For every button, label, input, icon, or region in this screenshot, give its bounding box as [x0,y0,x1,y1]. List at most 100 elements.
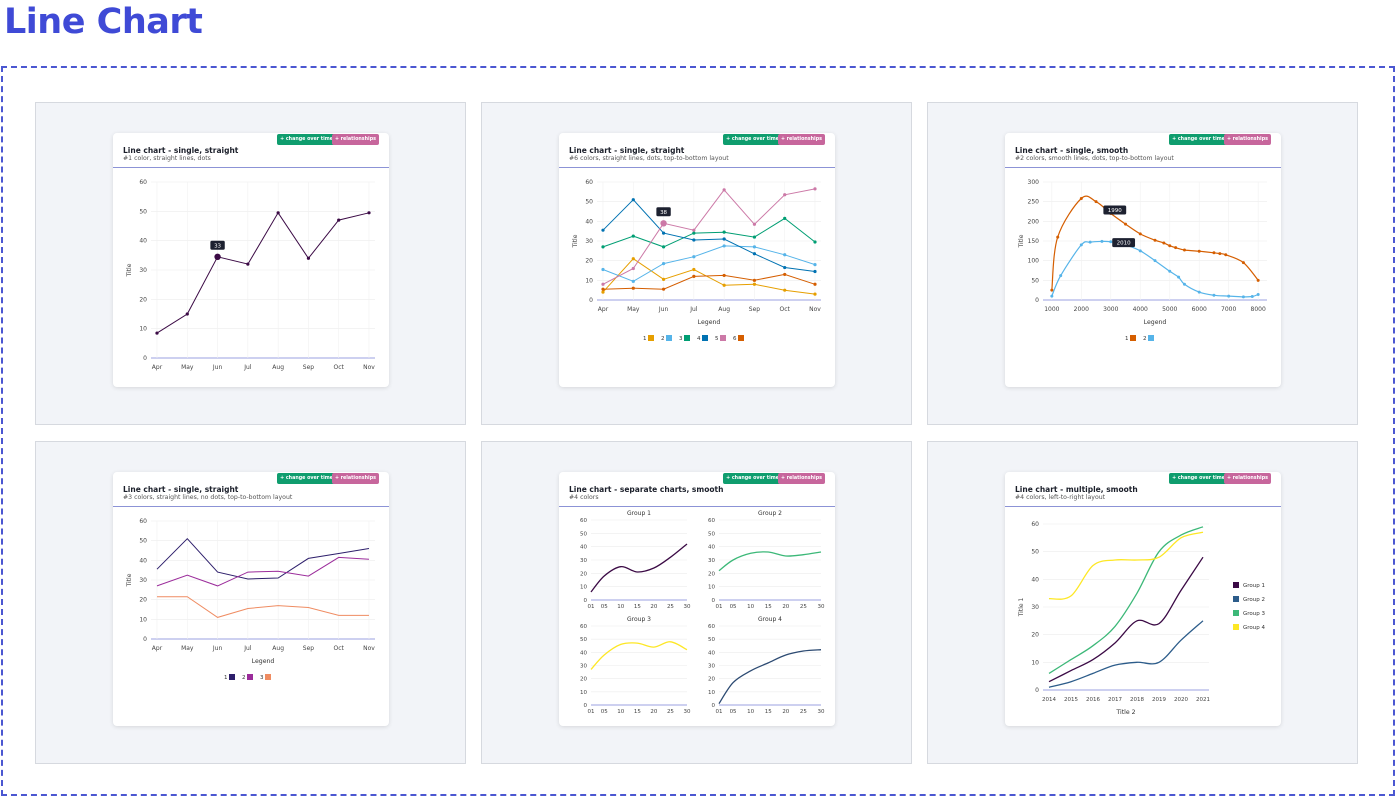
y-tick-label: 0 [143,636,147,643]
chart-card[interactable]: Line chart - multiple, smooth #4 colors,… [1005,472,1281,726]
legend-label: 1 [224,675,228,681]
x-tick-label: 2014 [1042,697,1056,703]
x-tick-label: 01 [588,709,595,715]
tag-change-over-time[interactable]: + change over time [1169,473,1228,484]
x-tick-label: 01 [588,604,595,610]
y-tick-label: 50 [139,538,147,545]
card-header: Line chart - separate charts, smooth #4 … [559,472,835,507]
tag-relationships[interactable]: + relationships [1223,473,1271,484]
data-point [752,282,757,286]
tag-change-over-time[interactable]: + change over time [277,473,336,484]
data-point [661,287,666,291]
x-tick-label: Nov [363,645,375,652]
x-tick-label: 01 [716,709,723,715]
data-point [783,272,787,277]
data-point [813,292,817,296]
tag-relationships[interactable]: + relationships [331,134,379,145]
data-point [1088,240,1092,244]
x-axis-label: Title 2 [1115,709,1135,716]
data-point [1168,269,1172,273]
data-point [752,252,757,256]
data-point [1079,197,1083,201]
y-tick-label: 10 [708,585,715,591]
y-tick-label: 30 [139,577,147,584]
data-point [1241,261,1245,265]
x-tick-label: 01 [716,604,723,610]
y-tick-label: 40 [1031,576,1039,583]
chart-card[interactable]: Line chart - single, straight #1 color, … [113,133,389,387]
legend-label: Group 3 [1243,611,1265,617]
x-tick-label: Nov [809,306,821,313]
card-title: Line chart - single, straight [123,146,239,155]
legend-swatch [247,674,253,680]
line-chart: 0 50 100 150 200 250 300 1000 2000 3000 4000 5000 60… [1018,179,1267,342]
x-tick-label: May [181,364,194,371]
y-tick-label: 40 [585,218,593,225]
x-tick-label: Sep [749,306,761,313]
data-point [1059,274,1063,278]
data-point [1212,293,1216,297]
y-tick-label: 20 [708,571,715,577]
data-point [1241,295,1245,299]
x-tick-label: 2019 [1152,697,1166,703]
y-tick-label: 50 [580,531,587,537]
x-tick-label: 2000 [1074,306,1089,313]
highlighted-point [214,253,221,260]
data-point [1162,241,1166,245]
y-tick-label: 0 [143,355,147,362]
legend-label: 1 [1125,336,1129,342]
data-point [1050,294,1054,298]
y-tick-label: 20 [580,677,587,683]
y-tick-label: 0 [712,703,716,709]
data-point [631,266,635,271]
x-tick-label: Jul [689,306,698,313]
data-point [1050,288,1054,292]
data-point [631,279,635,283]
chart-card[interactable]: Line chart - separate charts, smooth #4 … [559,472,835,726]
tag-change-over-time[interactable]: + change over time [1169,134,1228,145]
tag-relationships[interactable]: + relationships [777,134,825,145]
card-title: Line chart - single, straight [123,485,239,494]
legend-label: Group 2 [1243,597,1265,603]
tag-change-over-time[interactable]: + change over time [723,134,782,145]
data-point [1174,246,1178,250]
data-point [601,267,605,272]
chart-card[interactable]: Line chart - single, straight #3 colors,… [113,472,389,726]
tag-change-over-time[interactable]: + change over time [277,134,336,145]
data-point [246,262,250,266]
y-tick-label: 10 [139,616,147,623]
data-point [1218,252,1222,256]
tag-relationships[interactable]: + relationships [777,473,825,484]
x-tick-label: 3000 [1103,306,1118,313]
card-subtitle: #4 colors, left-to-right layout [1015,494,1106,501]
y-axis-label: Title [126,263,133,277]
tag-change-over-time[interactable]: + change over time [723,473,782,484]
data-point [1256,278,1260,282]
y-tick-label: 60 [1031,521,1039,528]
data-point [1224,253,1228,257]
chart-tile-5: Line chart - separate charts, smooth #4 … [481,441,912,764]
x-tick-label: 2018 [1130,697,1144,703]
y-axis-label: Title [572,234,579,248]
data-point [1212,251,1216,255]
x-tick-label: Oct [334,645,345,652]
data-point [601,282,605,286]
data-point [661,277,666,281]
x-tick-label: 25 [667,604,674,610]
legend-swatch [720,335,726,341]
tag-relationships[interactable]: + relationships [331,473,379,484]
legend-swatch [648,335,654,341]
y-tick-label: 60 [708,624,715,630]
x-tick-label: 4000 [1133,306,1148,313]
tag-relationships[interactable]: + relationships [1223,134,1271,145]
x-tick-label: Jun [212,645,223,652]
legend-label: 6 [733,336,737,342]
y-tick-label: 200 [1028,218,1040,225]
y-tick-label: 60 [585,179,593,186]
x-tick-label: 25 [800,709,807,715]
x-tick-label: 15 [634,709,641,715]
chart-card[interactable]: Line chart - single, smooth #2 colors, s… [1005,133,1281,387]
chart-card[interactable]: Line chart - single, straight #6 colors,… [559,133,835,387]
x-tick-label: Aug [718,306,730,313]
data-point [783,288,787,292]
